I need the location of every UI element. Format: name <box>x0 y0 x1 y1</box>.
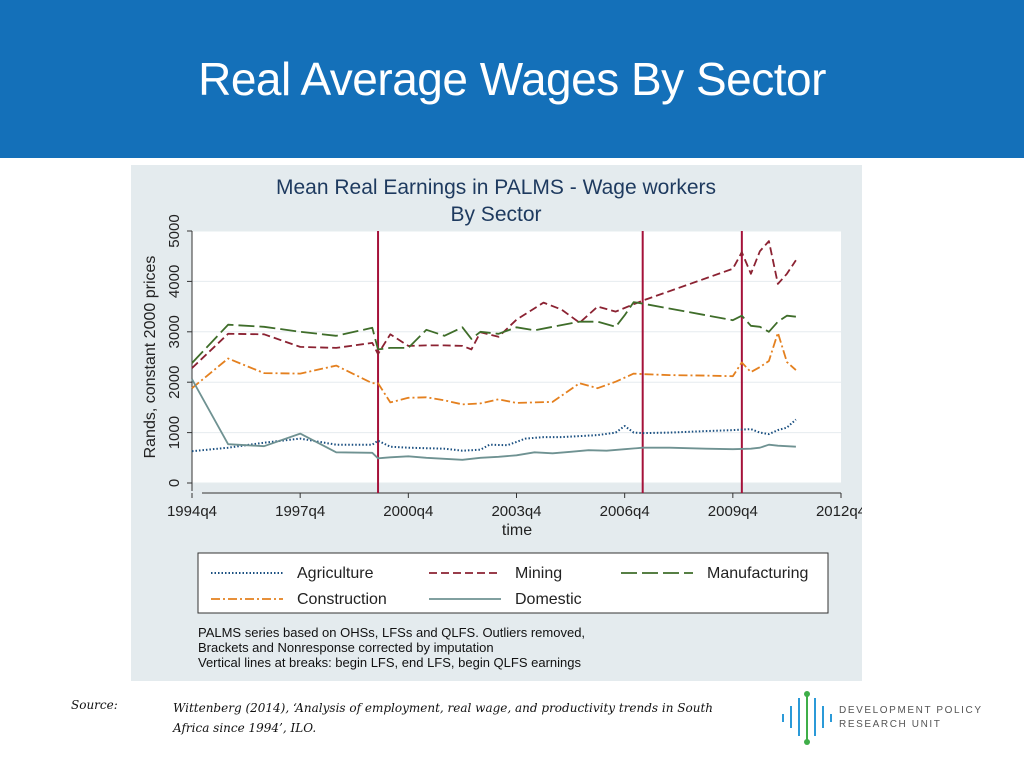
chart-note-line-1: PALMS series based on OHSs, LFSs and QLF… <box>198 625 586 640</box>
series-line-mining <box>191 240 797 369</box>
chart-panel: Mean Real Earnings in PALMS - Wage worke… <box>131 165 862 681</box>
y-tick-label: 2000 <box>166 366 183 399</box>
dpru-logo: DEVELOPMENT POLICY RESEARCH UNIT <box>779 690 987 746</box>
source-citation: Wittenberg (2014), ‘Analysis of employme… <box>173 701 714 735</box>
x-tick-label: 2009q4 <box>708 503 758 520</box>
legend-label-manufacturing: Manufacturing <box>707 565 808 582</box>
x-axis-title: time <box>502 522 532 539</box>
x-tick-label: 1994q4 <box>167 503 217 520</box>
plot-area <box>192 231 841 483</box>
legend-label-agriculture: Agriculture <box>297 565 374 582</box>
logo-text-line-2: RESEARCH UNIT <box>839 719 942 730</box>
legend-label-mining: Mining <box>515 565 562 582</box>
chart-title-line-1: Mean Real Earnings in PALMS - Wage worke… <box>276 176 716 199</box>
y-tick-label: 3000 <box>166 315 183 348</box>
series-line-agriculture <box>191 418 797 453</box>
x-tick-label: 1997q4 <box>275 503 325 520</box>
slide-title: Real Average Wages By Sector <box>198 53 826 105</box>
legend-label-domestic: Domestic <box>515 591 582 608</box>
y-tick-label: 1000 <box>166 416 183 449</box>
legend-box <box>197 552 829 614</box>
legend-label-construction: Construction <box>297 591 387 608</box>
dpru-logo-mark-icon <box>782 691 832 745</box>
source-label: Source: <box>71 698 118 712</box>
chart-title-line-2: By Sector <box>450 203 541 226</box>
series-line-manufacturing <box>191 301 796 364</box>
x-tick-label: 2012q4 <box>816 503 862 520</box>
x-tick-label: 2003q4 <box>491 503 541 520</box>
x-tick-label: 2000q4 <box>383 503 433 520</box>
title-banner <box>0 0 1024 158</box>
y-axis-title: Rands, constant 2000 prices <box>142 256 159 459</box>
y-tick-label: 0 <box>166 479 183 487</box>
series-line-construction <box>191 331 797 406</box>
y-tick-label: 5000 <box>166 214 183 247</box>
chart-note-line-3: Vertical lines at breaks: begin LFS, end… <box>198 655 581 670</box>
y-tick-label: 4000 <box>166 265 183 298</box>
x-tick-label: 2006q4 <box>600 503 650 520</box>
logo-text-line-1: DEVELOPMENT POLICY <box>839 705 983 716</box>
series-line-domestic <box>191 378 796 461</box>
line-chart: Mean Real Earnings in PALMS - Wage worke… <box>142 176 862 614</box>
chart-note-line-2: Brackets and Nonresponse corrected by im… <box>198 640 494 655</box>
